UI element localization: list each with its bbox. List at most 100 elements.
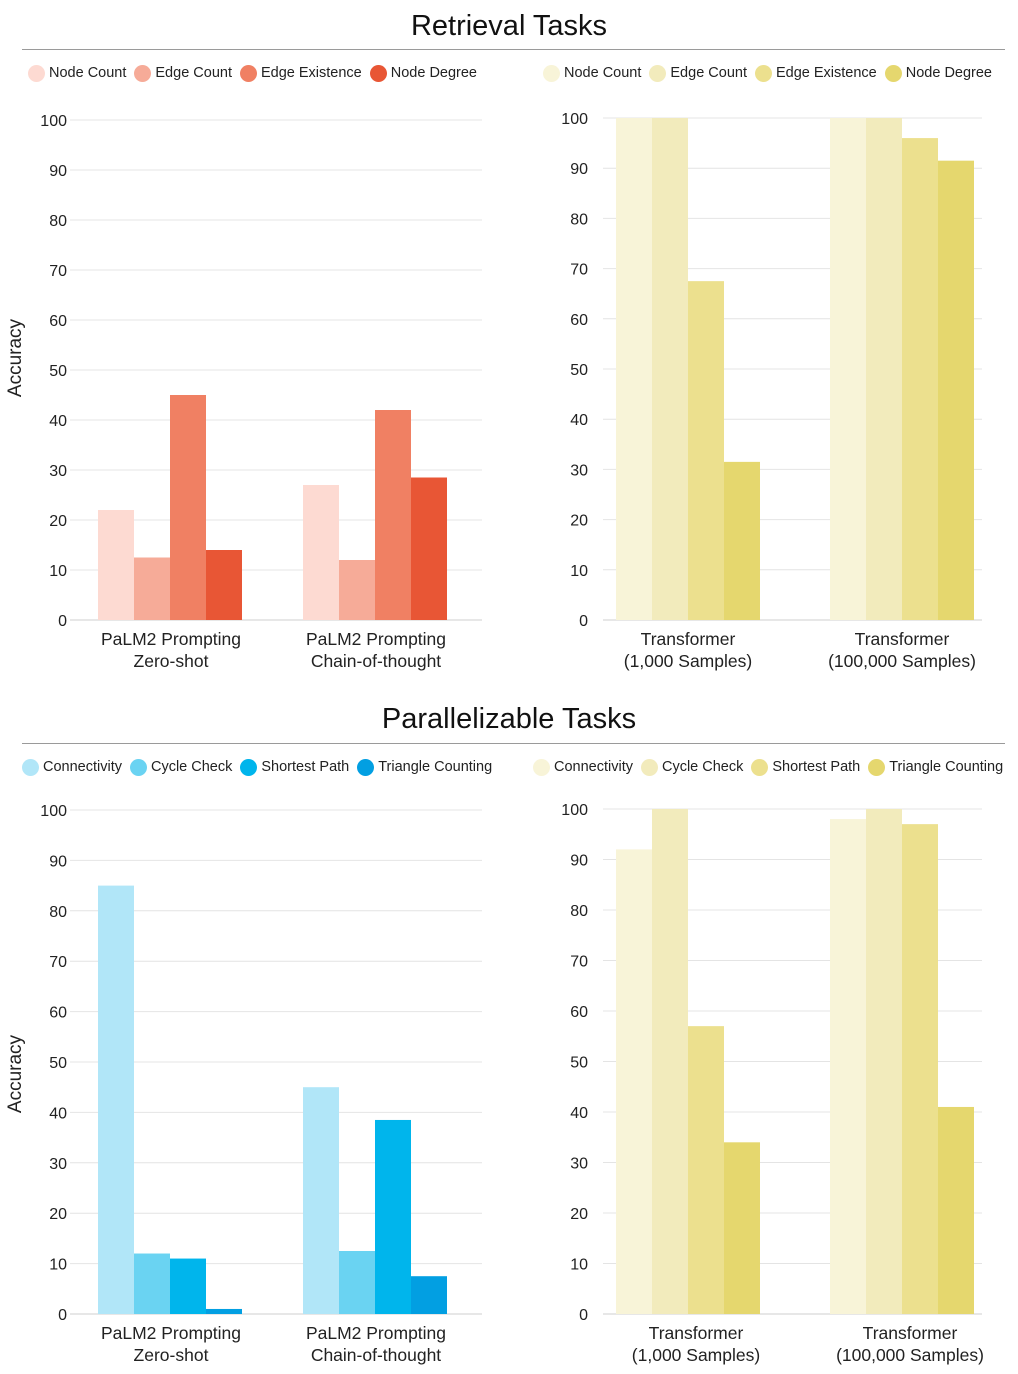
chart-4-parallelizable-transformer: 0102030405060708090100Transformer(1,000 … — [561, 802, 984, 1365]
bar-cycle-check — [866, 809, 902, 1314]
chart-3-legend: Connectivity Cycle Check Shortest Path T… — [22, 757, 500, 777]
legend-swatch-icon — [543, 64, 560, 82]
bar-edge-count — [866, 118, 902, 620]
legend-label: Shortest Path — [772, 759, 861, 775]
legend-swatch-icon — [754, 64, 772, 82]
y-tick-label: 40 — [49, 413, 67, 430]
legend-item: Connectivity — [22, 758, 122, 776]
legend-label: Node Degree — [905, 65, 992, 81]
y-tick-label: 30 — [570, 1156, 588, 1173]
legend-item: Edge Count — [134, 64, 232, 82]
legend-item: Connectivity — [533, 758, 633, 776]
y-tick-label: 10 — [570, 1257, 588, 1274]
y-tick-label: 100 — [561, 802, 588, 819]
legend-swatch-icon — [134, 64, 152, 82]
bar-shortest-path — [375, 1119, 411, 1314]
y-tick-label: 70 — [49, 954, 67, 971]
legend-item: Node Count — [543, 64, 641, 82]
y-tick-label: 70 — [570, 954, 588, 971]
bar-connectivity — [830, 819, 866, 1314]
bar-edge-existence — [688, 281, 724, 620]
bar-edge-existence — [902, 138, 938, 620]
y-tick-label: 20 — [49, 1206, 67, 1223]
parallelizable-section-title: Parallelizable Tasks — [381, 703, 637, 735]
legend-swatch-icon — [369, 64, 387, 82]
y-tick-label: 100 — [40, 803, 67, 820]
legend-label: Connectivity — [43, 759, 122, 775]
parallelizable-section-divider — [22, 743, 1005, 744]
legend-item: Edge Existence — [239, 64, 362, 82]
x-category-label: (100,000 Samples) — [828, 651, 976, 671]
legend-swatch-icon — [533, 758, 550, 776]
y-tick-label: 20 — [570, 1206, 588, 1223]
y-tick-label: 50 — [49, 363, 67, 380]
y-tick-label: 40 — [570, 1105, 588, 1122]
legend-swatch-icon — [868, 758, 886, 776]
y-tick-label: 90 — [49, 853, 67, 870]
bar-cycle-check — [339, 1251, 375, 1314]
y-tick-label: 30 — [570, 462, 588, 479]
bar-triangle-counting — [938, 1106, 974, 1314]
legend-item: Node Count — [28, 64, 127, 82]
legend-label: Shortest Path — [261, 759, 350, 775]
y-tick-label: 80 — [570, 903, 588, 920]
legend-label: Node Count — [49, 65, 127, 81]
legend-item: Shortest Path — [751, 758, 861, 776]
bar-connectivity — [98, 885, 134, 1314]
legend-label: Connectivity — [554, 759, 633, 775]
bar-node-count — [98, 510, 134, 620]
x-category-label: Transformer — [863, 1323, 958, 1343]
legend-swatch-icon — [22, 758, 39, 776]
bar-node-degree — [411, 477, 447, 620]
y-tick-label: 60 — [570, 312, 588, 329]
bar-node-count — [616, 118, 652, 620]
legend-swatch-icon — [751, 758, 769, 776]
bar-cycle-check — [134, 1253, 170, 1314]
y-tick-label: 30 — [49, 463, 67, 480]
bar-node-count — [830, 118, 866, 620]
y-tick-label: 60 — [49, 313, 67, 330]
chart-1-legend: Node Count Edge Count Edge Existence Nod… — [28, 63, 485, 83]
x-category-label: (1,000 Samples) — [624, 651, 752, 671]
bar-shortest-path — [902, 824, 938, 1314]
y-tick-label: 50 — [570, 362, 588, 379]
bar-node-count — [303, 485, 339, 620]
bar-edge-count — [339, 560, 375, 620]
legend-label: Triangle Counting — [889, 759, 1004, 775]
y-tick-label: 100 — [40, 113, 67, 130]
x-category-label: Transformer — [855, 629, 950, 649]
y-tick-label: 70 — [49, 263, 67, 280]
legend-label: Edge Existence — [260, 65, 362, 81]
legend-item: Shortest Path — [240, 758, 350, 776]
chart-2-legend: Node Count Edge Count Edge Existence Nod… — [543, 63, 1000, 83]
y-tick-label: 90 — [49, 163, 67, 180]
y-tick-label: 40 — [49, 1105, 67, 1122]
legend-label: Edge Count — [155, 65, 232, 81]
y-tick-label: 0 — [579, 613, 588, 630]
legend-swatch-icon — [240, 758, 258, 776]
bar-edge-count — [134, 557, 170, 620]
bar-edge-existence — [170, 395, 206, 620]
legend-item: Cycle Check — [129, 758, 232, 776]
bar-node-degree — [206, 550, 242, 620]
y-tick-label: 10 — [49, 1257, 67, 1274]
bar-triangle-counting — [206, 1308, 242, 1314]
x-category-label: Transformer — [649, 1323, 744, 1343]
legend-swatch-icon — [28, 64, 45, 82]
legend-swatch-icon — [884, 64, 902, 82]
x-category-label: Transformer — [641, 629, 736, 649]
y-tick-label: 60 — [49, 1005, 67, 1022]
x-category-label: PaLM2 Prompting — [306, 629, 446, 649]
y-tick-label: 30 — [49, 1156, 67, 1173]
y-tick-label: 50 — [570, 1055, 588, 1072]
legend-item: Edge Existence — [754, 64, 877, 82]
legend-swatch-icon — [129, 758, 147, 776]
bar-edge-existence — [375, 410, 411, 620]
legend-item: Edge Count — [649, 64, 747, 82]
bar-triangle-counting — [411, 1276, 447, 1314]
bar-cycle-check — [652, 809, 688, 1314]
x-category-label: PaLM2 Prompting — [101, 1323, 241, 1343]
x-category-label: PaLM2 Prompting — [101, 629, 241, 649]
